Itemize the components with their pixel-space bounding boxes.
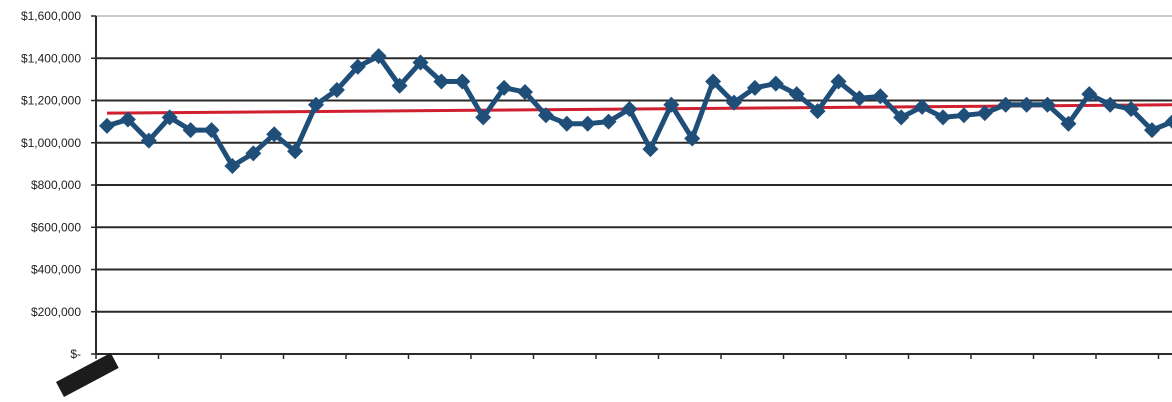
data-point bbox=[1144, 122, 1160, 139]
data-point bbox=[705, 73, 722, 90]
data-point bbox=[767, 75, 784, 92]
data-point bbox=[412, 54, 429, 71]
data-point bbox=[517, 84, 533, 101]
data-point bbox=[914, 98, 931, 115]
data-point bbox=[1039, 96, 1056, 113]
y-tick-labels: $- $200,000 $400,000 $600,000 $800,000 $1,000… bbox=[21, 9, 81, 361]
data-point bbox=[433, 73, 450, 90]
data-point bbox=[809, 103, 826, 120]
data-point bbox=[1102, 96, 1119, 113]
x-ticks bbox=[95, 354, 1160, 359]
data-point bbox=[788, 86, 805, 103]
y-tick-label: $800,000 bbox=[31, 178, 81, 192]
data-point bbox=[454, 73, 471, 90]
data-point bbox=[872, 88, 889, 105]
data-point bbox=[893, 109, 910, 126]
data-point bbox=[579, 115, 596, 132]
data-point bbox=[642, 141, 659, 158]
data-point bbox=[1164, 114, 1172, 129]
data-point bbox=[182, 122, 199, 139]
y-tick-label: $1,600,000 bbox=[21, 9, 81, 23]
data-point bbox=[684, 130, 701, 147]
data-point bbox=[621, 100, 638, 117]
data-series bbox=[99, 48, 1172, 174]
data-point bbox=[224, 157, 241, 174]
y-tick-label: $1,400,000 bbox=[21, 51, 81, 65]
y-tick-label: $1,000,000 bbox=[21, 136, 81, 150]
data-point bbox=[245, 145, 262, 162]
data-point bbox=[1018, 96, 1035, 113]
data-point bbox=[663, 96, 680, 113]
data-point bbox=[1123, 100, 1140, 117]
trend-line-path bbox=[106, 103, 1172, 115]
data-point bbox=[203, 122, 220, 139]
data-point bbox=[537, 107, 554, 124]
data-point bbox=[496, 79, 513, 96]
data-point bbox=[558, 115, 575, 132]
y-tick-label: $- bbox=[70, 347, 81, 361]
gridlines bbox=[96, 15, 1172, 313]
data-point bbox=[308, 96, 324, 113]
data-point bbox=[1081, 86, 1098, 103]
data-point bbox=[328, 81, 345, 98]
y-tick-label: $1,200,000 bbox=[21, 94, 81, 108]
data-point bbox=[1060, 115, 1077, 132]
y-tick-label: $400,000 bbox=[31, 263, 81, 277]
axes bbox=[91, 15, 1172, 355]
data-point bbox=[266, 126, 283, 143]
data-point bbox=[746, 79, 763, 96]
data-point bbox=[161, 109, 178, 126]
data-point bbox=[935, 109, 951, 126]
y-tick-label: $200,000 bbox=[31, 305, 81, 319]
data-point bbox=[600, 113, 617, 130]
data-point bbox=[955, 107, 972, 124]
trend-line bbox=[106, 103, 1172, 115]
data-point bbox=[851, 90, 868, 107]
redaction-mark bbox=[56, 352, 119, 398]
data-point bbox=[391, 77, 408, 94]
data-point bbox=[997, 96, 1014, 113]
data-point bbox=[830, 73, 847, 90]
data-point bbox=[287, 143, 304, 160]
data-point bbox=[349, 58, 366, 75]
redacted-label bbox=[56, 352, 119, 398]
data-point bbox=[370, 48, 387, 65]
data-point bbox=[119, 111, 136, 128]
data-point bbox=[99, 117, 115, 134]
data-point bbox=[726, 94, 742, 111]
data-point bbox=[976, 105, 993, 122]
data-point bbox=[140, 132, 157, 149]
data-point bbox=[475, 109, 492, 126]
y-tick-label: $600,000 bbox=[31, 220, 81, 234]
